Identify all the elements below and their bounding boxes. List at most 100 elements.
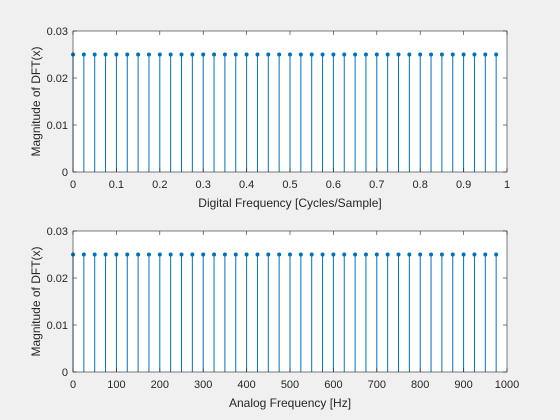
bottom-stem-marker xyxy=(212,253,216,257)
bottom-stem-marker xyxy=(104,253,108,257)
bottom-x-tick-label: 300 xyxy=(194,379,212,391)
top-stem-marker xyxy=(245,53,249,57)
bottom-stem-marker xyxy=(136,253,140,257)
top-stem-marker xyxy=(299,53,303,57)
top-x-axis-label: Digital Frequency [Cycles/Sample] xyxy=(198,196,381,210)
bottom-stem-marker xyxy=(190,253,194,257)
bottom-stem-marker xyxy=(342,253,346,257)
bottom-stem-marker xyxy=(407,253,411,257)
top-stem-marker xyxy=(429,53,433,57)
top-stem-marker xyxy=(266,53,270,57)
bottom-stem-marker xyxy=(82,253,86,257)
bottom-stem-marker xyxy=(440,253,444,257)
top-stem-marker xyxy=(364,53,368,57)
top-x-tick-label: 0.8 xyxy=(413,179,428,191)
top-y-tick-label: 0.02 xyxy=(47,73,68,85)
bottom-x-tick-label: 500 xyxy=(281,379,299,391)
bottom-stem-marker xyxy=(147,253,151,257)
bottom-stem-marker xyxy=(494,253,498,257)
top-stem-marker xyxy=(494,53,498,57)
bottom-y-tick-label: 0 xyxy=(62,367,68,379)
bottom-stem-marker xyxy=(429,253,433,257)
bottom-y-tick-label: 0.03 xyxy=(47,226,68,238)
top-stem-marker xyxy=(418,53,422,57)
bottom-stem-marker xyxy=(266,253,270,257)
bottom-stem-marker xyxy=(472,253,476,257)
bottom-stem-marker xyxy=(375,253,379,257)
top-x-tick-label: 0.7 xyxy=(369,179,384,191)
top-stem-marker xyxy=(310,53,314,57)
top-stem-marker xyxy=(190,53,194,57)
bottom-stem-marker xyxy=(386,253,390,257)
top-x-tick-label: 1 xyxy=(504,179,510,191)
top-stem-marker xyxy=(212,53,216,57)
bottom-x-tick-label: 700 xyxy=(368,379,386,391)
top-stem-marker xyxy=(223,53,227,57)
top-stem-marker xyxy=(386,53,390,57)
top-y-tick-label: 0.03 xyxy=(47,26,68,38)
top-stem-marker xyxy=(451,53,455,57)
bottom-stem-marker xyxy=(397,253,401,257)
bottom-stem-marker xyxy=(310,253,314,257)
top-x-tick-label: 0.1 xyxy=(109,179,124,191)
top-stem-marker xyxy=(180,53,184,57)
bottom-y-tick-label: 0.02 xyxy=(47,273,68,285)
bottom-stem-marker xyxy=(125,253,129,257)
bottom-stem-marker xyxy=(321,253,325,257)
bottom-stem-marker xyxy=(255,253,259,257)
bottom-stem-marker xyxy=(331,253,335,257)
bottom-x-axis-label: Analog Frequency [Hz] xyxy=(229,396,351,410)
top-stem-marker xyxy=(321,53,325,57)
bottom-stem-marker xyxy=(180,253,184,257)
bottom-x-tick-label: 400 xyxy=(237,379,255,391)
bottom-x-tick-label: 0 xyxy=(70,379,76,391)
top-y-tick-label: 0.01 xyxy=(47,120,68,132)
bottom-stem-marker xyxy=(364,253,368,257)
bottom-stem-marker xyxy=(245,253,249,257)
bottom-stem-marker xyxy=(277,253,281,257)
bottom-x-tick-label: 100 xyxy=(107,379,125,391)
top-stem-marker xyxy=(147,53,151,57)
bottom-stem-marker xyxy=(234,253,238,257)
top-x-tick-label: 0.4 xyxy=(239,179,254,191)
bottom-x-tick-label: 600 xyxy=(324,379,342,391)
bottom-stem-marker xyxy=(462,253,466,257)
bottom-stem-marker xyxy=(418,253,422,257)
bottom-x-tick-label: 1000 xyxy=(495,379,519,391)
top-x-tick-label: 0.2 xyxy=(152,179,167,191)
top-stem-marker xyxy=(169,53,173,57)
top-stem-marker xyxy=(353,53,357,57)
top-stem-marker xyxy=(93,53,97,57)
bottom-stem-marker xyxy=(299,253,303,257)
top-x-tick-label: 0.6 xyxy=(326,179,341,191)
top-stem-marker xyxy=(125,53,129,57)
top-stem-marker xyxy=(104,53,108,57)
bottom-x-tick-label: 800 xyxy=(411,379,429,391)
bottom-y-tick-label: 0.01 xyxy=(47,320,68,332)
top-stem-marker xyxy=(342,53,346,57)
bottom-stem-marker xyxy=(158,253,162,257)
top-stem-marker xyxy=(407,53,411,57)
top-stem-marker xyxy=(234,53,238,57)
bottom-stem-marker xyxy=(93,253,97,257)
top-stem-marker xyxy=(331,53,335,57)
top-stem-marker xyxy=(277,53,281,57)
top-stem-marker xyxy=(288,53,292,57)
bottom-stem-marker xyxy=(223,253,227,257)
bottom-x-tick-label: 900 xyxy=(454,379,472,391)
top-stem-marker xyxy=(201,53,205,57)
top-stem-marker xyxy=(440,53,444,57)
bottom-stem-marker xyxy=(451,253,455,257)
top-stem-marker xyxy=(114,53,118,57)
top-x-tick-label: 0.5 xyxy=(282,179,297,191)
top-stem-marker xyxy=(375,53,379,57)
bottom-stem-marker xyxy=(483,253,487,257)
top-stem-marker xyxy=(136,53,140,57)
top-stem-marker xyxy=(462,53,466,57)
bottom-y-axis-label: Magnitude of DFT(x) xyxy=(29,246,43,356)
bottom-stem-marker xyxy=(201,253,205,257)
bottom-stem-marker xyxy=(288,253,292,257)
top-x-tick-label: 0.3 xyxy=(196,179,211,191)
top-stem-marker xyxy=(397,53,401,57)
